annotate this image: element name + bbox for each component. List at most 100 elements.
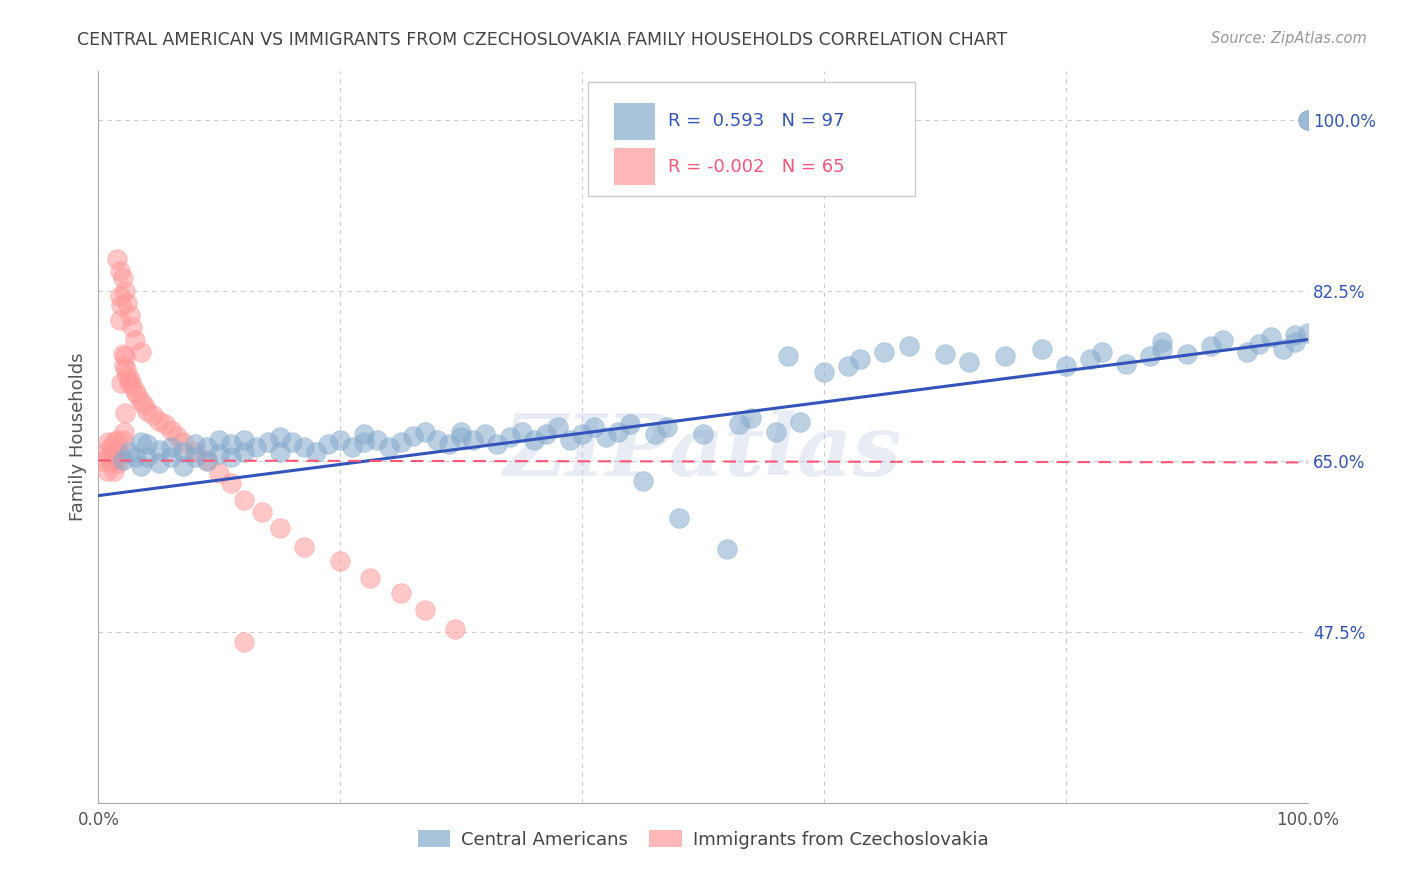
Point	[994, 349, 1017, 363]
Point	[172, 434, 194, 449]
Point	[292, 541, 315, 555]
Point	[377, 440, 399, 454]
Point	[105, 444, 128, 458]
Point	[668, 511, 690, 525]
Point	[619, 417, 641, 432]
Point	[121, 378, 143, 392]
Point	[184, 450, 207, 464]
Point	[1296, 113, 1319, 128]
Point	[111, 433, 134, 447]
Point	[172, 459, 194, 474]
Point	[873, 345, 896, 359]
Point	[360, 572, 382, 586]
Point	[413, 603, 436, 617]
Point	[1260, 329, 1282, 343]
Point	[474, 427, 496, 442]
Point	[104, 452, 127, 467]
Point	[112, 425, 135, 440]
Point	[107, 457, 129, 471]
Point	[281, 434, 304, 449]
Point	[250, 505, 273, 519]
FancyBboxPatch shape	[613, 103, 655, 139]
Point	[450, 430, 472, 444]
Point	[498, 430, 520, 444]
Point	[129, 345, 152, 359]
Point	[716, 542, 738, 557]
Point	[108, 264, 131, 278]
Point	[93, 454, 115, 468]
Point	[124, 384, 146, 399]
Point	[607, 425, 630, 440]
Point	[103, 464, 125, 478]
Y-axis label: Family Households: Family Households	[69, 353, 87, 521]
Point	[389, 586, 412, 600]
Text: R = -0.002   N = 65: R = -0.002 N = 65	[668, 158, 845, 176]
Point	[110, 298, 132, 312]
Point	[153, 417, 176, 432]
Point	[172, 444, 194, 458]
Point	[1212, 333, 1234, 347]
Point	[444, 622, 467, 636]
Text: CENTRAL AMERICAN VS IMMIGRANTS FROM CZECHOSLOVAKIA FAMILY HOUSEHOLDS CORRELATION: CENTRAL AMERICAN VS IMMIGRANTS FROM CZEC…	[77, 31, 1008, 49]
Point	[292, 440, 315, 454]
Point	[1284, 335, 1306, 350]
Point	[1115, 357, 1137, 371]
Point	[124, 333, 146, 347]
Point	[108, 447, 131, 461]
Point	[208, 447, 231, 461]
Point	[1031, 343, 1053, 357]
Point	[101, 444, 124, 458]
Point	[118, 371, 141, 385]
Point	[426, 433, 449, 447]
Point	[305, 444, 328, 458]
Point	[111, 347, 134, 361]
FancyBboxPatch shape	[588, 82, 915, 195]
Point	[256, 434, 278, 449]
Point	[112, 359, 135, 373]
Point	[849, 352, 872, 367]
Point	[1175, 347, 1198, 361]
Legend: Central Americans, Immigrants from Czechoslovakia: Central Americans, Immigrants from Czech…	[411, 823, 995, 856]
Point	[655, 420, 678, 434]
Point	[389, 434, 412, 449]
Point	[232, 433, 254, 447]
Point	[1152, 343, 1174, 357]
Point	[129, 394, 152, 409]
Point	[1249, 337, 1271, 351]
Point	[934, 347, 956, 361]
Point	[1139, 349, 1161, 363]
Point	[245, 440, 267, 454]
Text: R =  0.593   N = 97: R = 0.593 N = 97	[668, 112, 845, 130]
Point	[1152, 335, 1174, 350]
Point	[118, 444, 141, 458]
Point	[148, 457, 170, 471]
Point	[402, 429, 425, 443]
Point	[221, 475, 243, 490]
Point	[1236, 345, 1258, 359]
Point	[110, 376, 132, 391]
Point	[329, 554, 352, 568]
Point	[160, 450, 183, 464]
Point	[558, 433, 581, 447]
Point	[127, 388, 149, 402]
Point	[1284, 327, 1306, 342]
Point	[135, 403, 157, 417]
Point	[510, 425, 533, 440]
Point	[160, 423, 183, 437]
Point	[269, 430, 291, 444]
Point	[148, 413, 170, 427]
Point	[105, 252, 128, 266]
Point	[105, 433, 128, 447]
FancyBboxPatch shape	[613, 148, 655, 185]
Point	[121, 319, 143, 334]
Point	[232, 493, 254, 508]
Point	[124, 450, 146, 464]
Point	[450, 425, 472, 440]
Point	[114, 284, 136, 298]
Point	[813, 365, 835, 379]
Point	[114, 349, 136, 363]
Point	[571, 427, 593, 442]
Point	[100, 457, 122, 471]
Point	[776, 349, 799, 363]
Point	[897, 339, 920, 353]
